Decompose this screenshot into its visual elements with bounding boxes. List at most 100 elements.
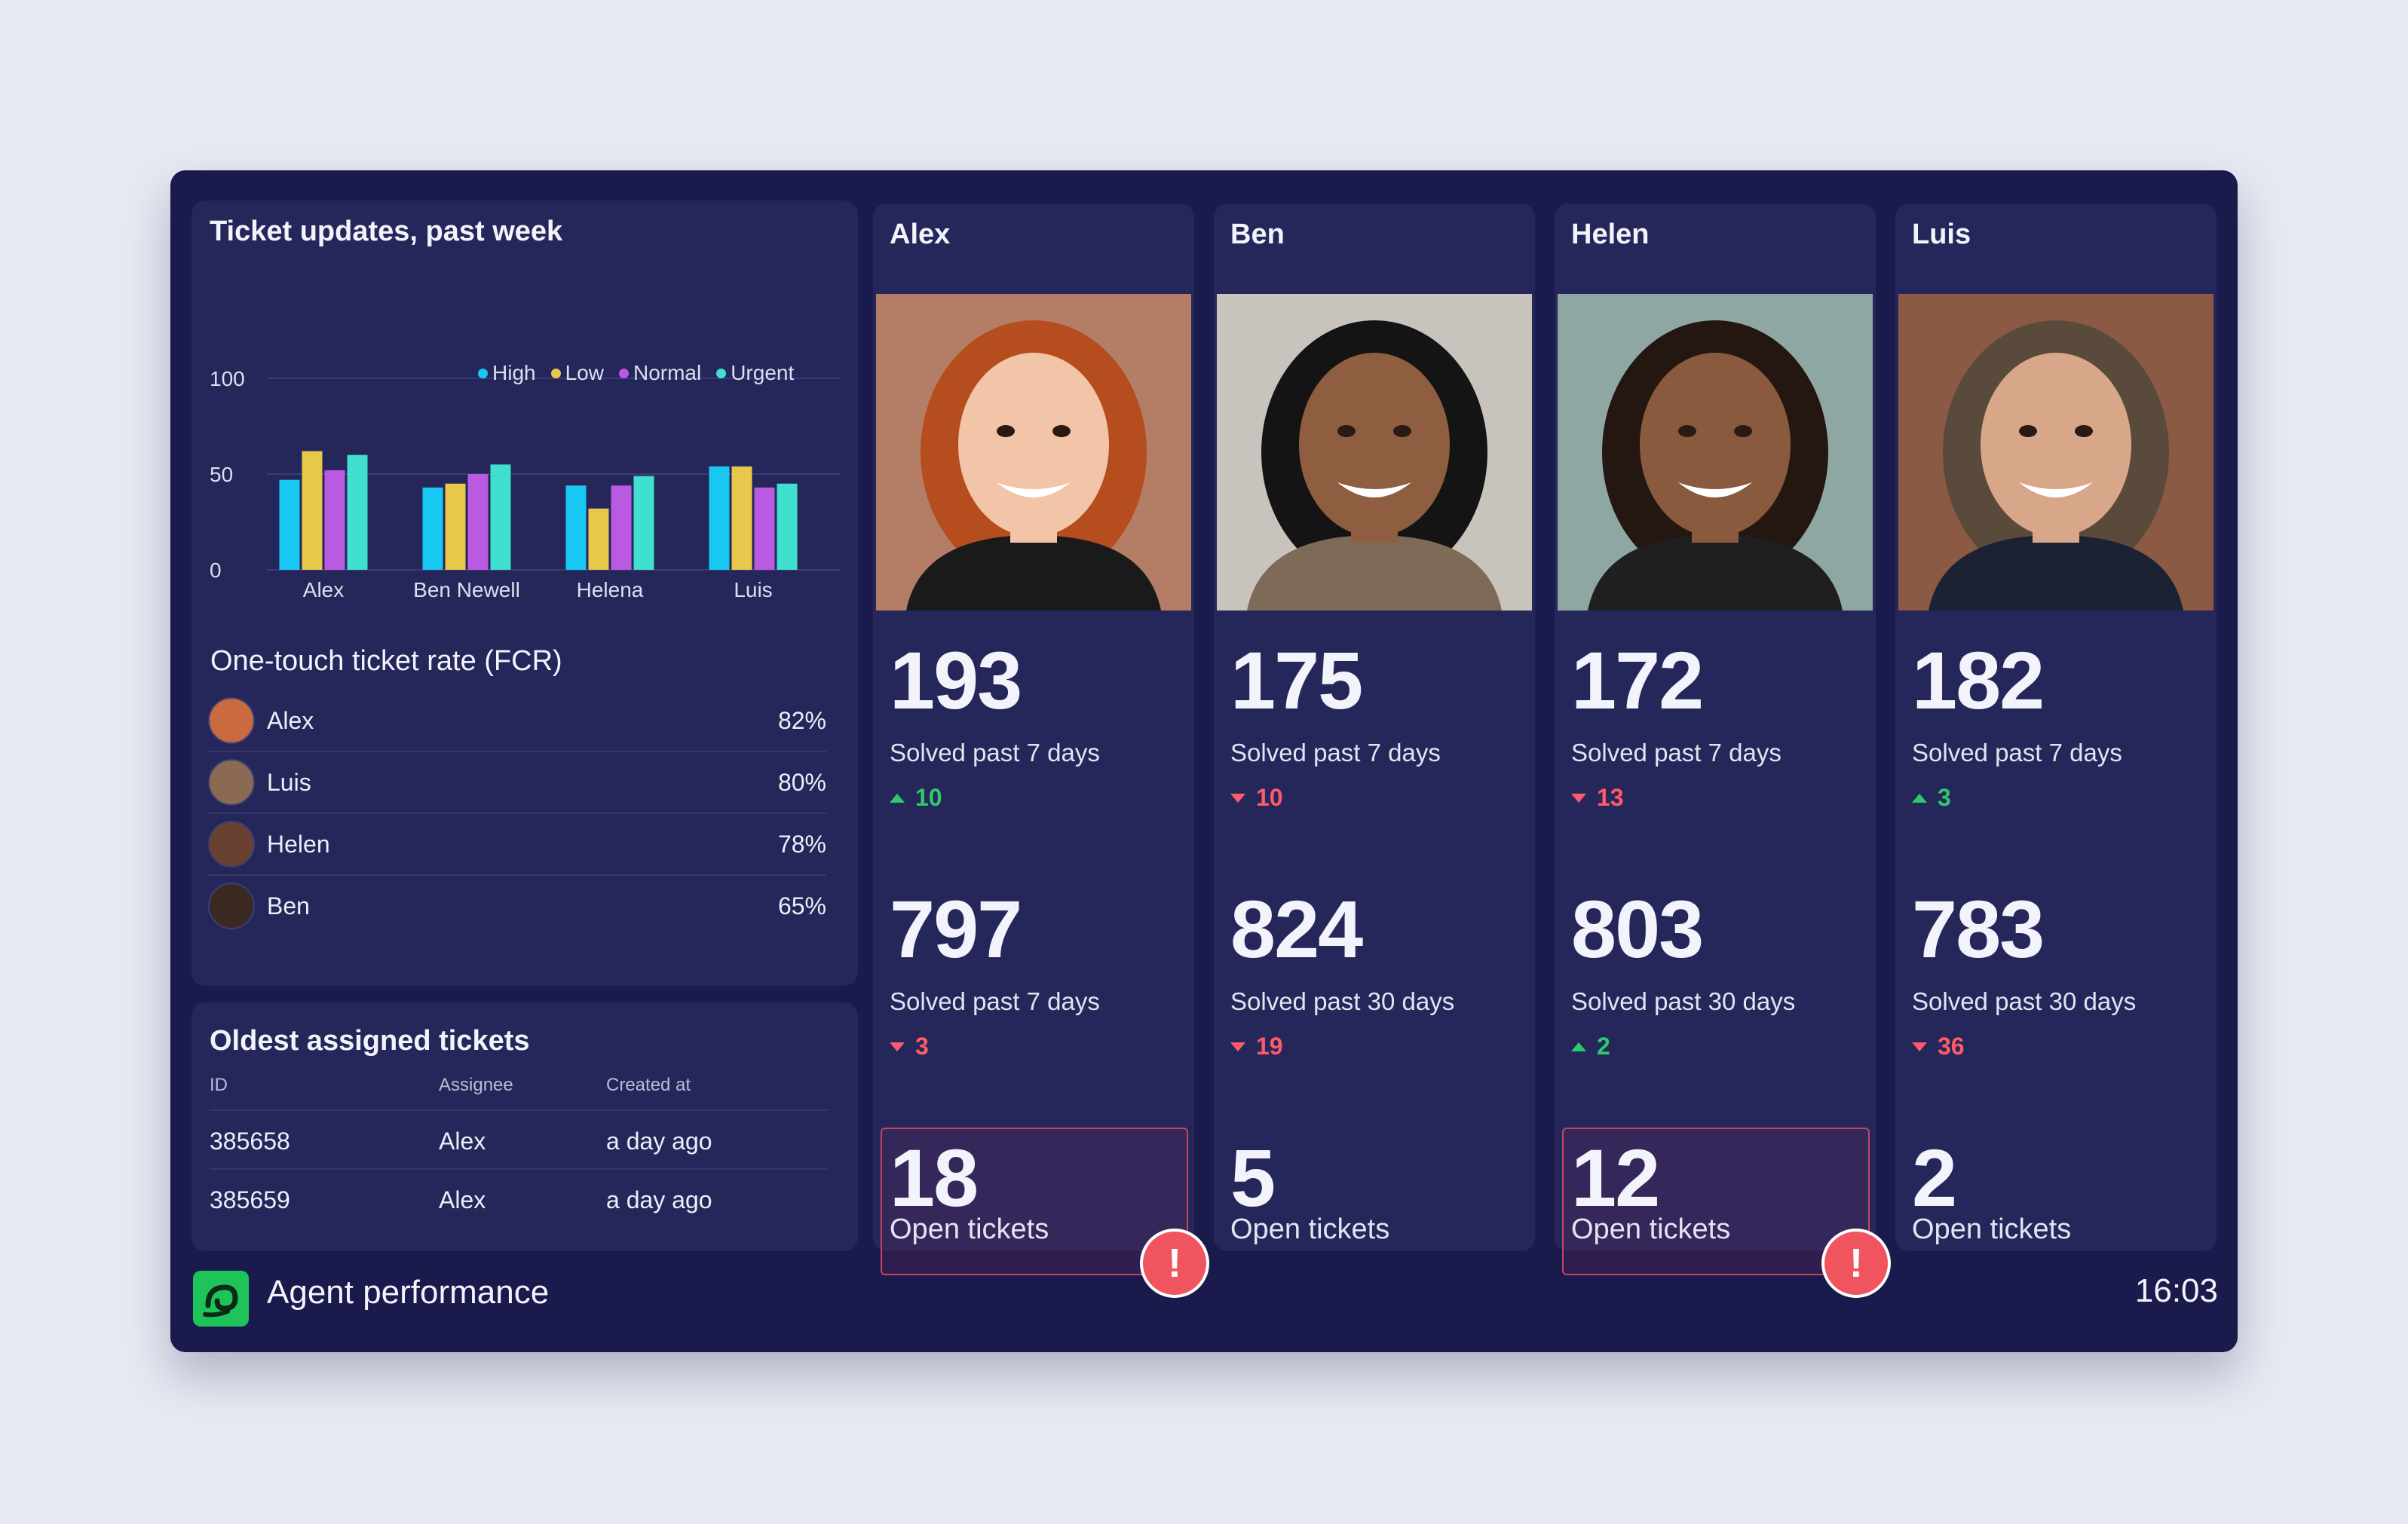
ticket-created: a day ago	[606, 1128, 712, 1155]
solved-7-days-label: Solved past 7 days	[1571, 739, 1781, 767]
solved-7-days-value: 182	[1912, 635, 2045, 726]
agent-photo	[876, 294, 1191, 611]
solved-7-days-delta: 10	[890, 784, 942, 812]
clock: 16:03	[2134, 1272, 2218, 1309]
ticket-created: a day ago	[606, 1186, 712, 1213]
solved-7-days-delta: 10	[1230, 784, 1283, 812]
agent-photo	[1217, 294, 1532, 611]
solved-7-days-delta: 13	[1571, 784, 1624, 812]
fcr-rate: 78%	[777, 830, 826, 858]
x-tick-label: Alex	[303, 578, 344, 601]
fcr-row: Ben 65%	[208, 876, 826, 936]
arrow-up-icon	[890, 793, 905, 803]
fcr-agent-name: Helen	[267, 830, 330, 858]
oldest-title: Oldest assigned tickets	[210, 1025, 530, 1057]
solved-30-days-label: Solved past 7 days	[890, 987, 1100, 1015]
legend-swatch	[478, 368, 488, 378]
bar-normal-helena	[611, 485, 632, 570]
legend-label: Normal	[633, 361, 702, 384]
bar-urgent-luis	[777, 483, 798, 570]
dashboard: Ticket updates, past week 0 50 100 Alex Ben …	[170, 170, 2238, 1352]
avatar	[208, 821, 255, 868]
solved-7-days-label: Solved past 7 days	[890, 739, 1100, 767]
fcr-rate: 65%	[777, 892, 826, 920]
delta-value: 10	[1256, 784, 1283, 811]
x-tick-label: Helena	[577, 578, 644, 601]
agent-name: Ben	[1230, 219, 1285, 250]
col-header-assignee: Assignee	[439, 1075, 513, 1095]
fcr-rate: 82%	[777, 706, 826, 734]
oldest-tickets-panel: Oldest assigned tickets ID Assignee Crea…	[191, 1002, 858, 1251]
fcr-row: Helen 78%	[208, 814, 826, 876]
avatar	[208, 759, 255, 806]
alert-icon: !	[1821, 1229, 1891, 1298]
y-tick-label: 0	[210, 558, 222, 582]
solved-30-days-label: Solved past 30 days	[1571, 987, 1796, 1015]
agent-column-helen: Helen 172 Solved past 7 days 13	[1555, 204, 1891, 1298]
app-logo-icon	[193, 1271, 249, 1327]
legend-label: Urgent	[731, 361, 795, 384]
open-tickets-label: Open tickets	[1230, 1213, 1390, 1245]
arrow-up-icon	[1912, 793, 1927, 803]
arrow-down-icon	[1230, 793, 1245, 803]
solved-30-days-delta: 2	[1571, 1033, 1610, 1060]
delta-value: 3	[915, 1033, 929, 1060]
open-tickets-label: Open tickets	[1912, 1213, 2072, 1245]
alert-icon: !	[1140, 1229, 1209, 1298]
chart-title: Ticket updates, past week	[210, 216, 563, 247]
ticket-updates-panel: Ticket updates, past week 0 50 100 Alex Ben …	[191, 200, 858, 986]
agent-column-alex: Alex 193 Solved past 7 days 10	[873, 204, 1209, 1298]
bar-high-luis	[709, 466, 730, 570]
agent-name: Alex	[890, 219, 951, 250]
bar-urgent-alex	[347, 454, 368, 570]
arrow-down-icon	[1571, 793, 1586, 803]
ticket-assignee: Alex	[439, 1128, 486, 1155]
bar-urgent-ben-newell	[490, 464, 511, 570]
solved-30-days-value: 783	[1912, 883, 2045, 975]
legend-item: Urgent	[716, 361, 794, 385]
solved-30-days-value: 824	[1230, 883, 1363, 975]
agent-column-luis: Luis 182 Solved past 7 days 3 7	[1895, 204, 2217, 1251]
open-tickets-value: 2	[1912, 1132, 1957, 1223]
bar-urgent-helena	[633, 476, 654, 570]
dashboard-title: Agent performance	[267, 1274, 550, 1311]
bar-low-luis	[731, 466, 752, 570]
agent-photo	[1898, 294, 2213, 611]
table-row[interactable]: 385658 Alex a day ago	[210, 1109, 828, 1170]
solved-30-days-value: 803	[1571, 883, 1704, 975]
open-tickets-label: Open tickets	[890, 1213, 1049, 1245]
open-tickets-label: Open tickets	[1571, 1213, 1731, 1245]
agent-column-ben: Ben 175 Solved past 7 days 10 8	[1214, 204, 1535, 1251]
legend-item: High	[478, 361, 536, 385]
avatar	[208, 697, 255, 744]
legend-label: Low	[565, 361, 604, 384]
bar-high-helena	[565, 485, 587, 570]
agent-name: Luis	[1912, 219, 1971, 250]
legend-item: Normal	[618, 361, 702, 385]
y-tick-label: 100	[210, 367, 245, 390]
bar-normal-alex	[324, 470, 345, 570]
avatar	[208, 883, 255, 929]
agent-photo	[1558, 294, 1873, 611]
open-tickets-value: 12	[1571, 1132, 1660, 1223]
ticket-id: 385659	[210, 1186, 290, 1213]
col-header-created: Created at	[606, 1075, 691, 1095]
table-row[interactable]: 385659 Alex a day ago	[210, 1168, 828, 1229]
legend-label: High	[492, 361, 536, 384]
open-tickets-alert-box	[881, 1128, 1188, 1275]
bar-normal-ben-newell	[467, 474, 489, 570]
legend-swatch	[618, 368, 629, 378]
open-tickets-alert-box	[1562, 1128, 1870, 1275]
chart-legend: High Low Normal Urgent	[478, 361, 794, 385]
solved-30-days-value: 797	[890, 883, 1022, 975]
solved-30-days-delta: 3	[890, 1033, 929, 1060]
y-tick-label: 50	[210, 463, 233, 486]
arrow-down-icon	[1230, 1042, 1245, 1051]
bar-high-ben-newell	[422, 487, 443, 570]
solved-7-days-value: 193	[890, 635, 1022, 726]
fcr-rate: 80%	[777, 768, 826, 796]
delta-value: 13	[1597, 784, 1624, 811]
legend-swatch	[550, 368, 561, 378]
solved-30-days-label: Solved past 30 days	[1230, 987, 1455, 1015]
fcr-list: Alex 82% Luis 80% Helen 78% Ben 65%	[208, 690, 826, 936]
